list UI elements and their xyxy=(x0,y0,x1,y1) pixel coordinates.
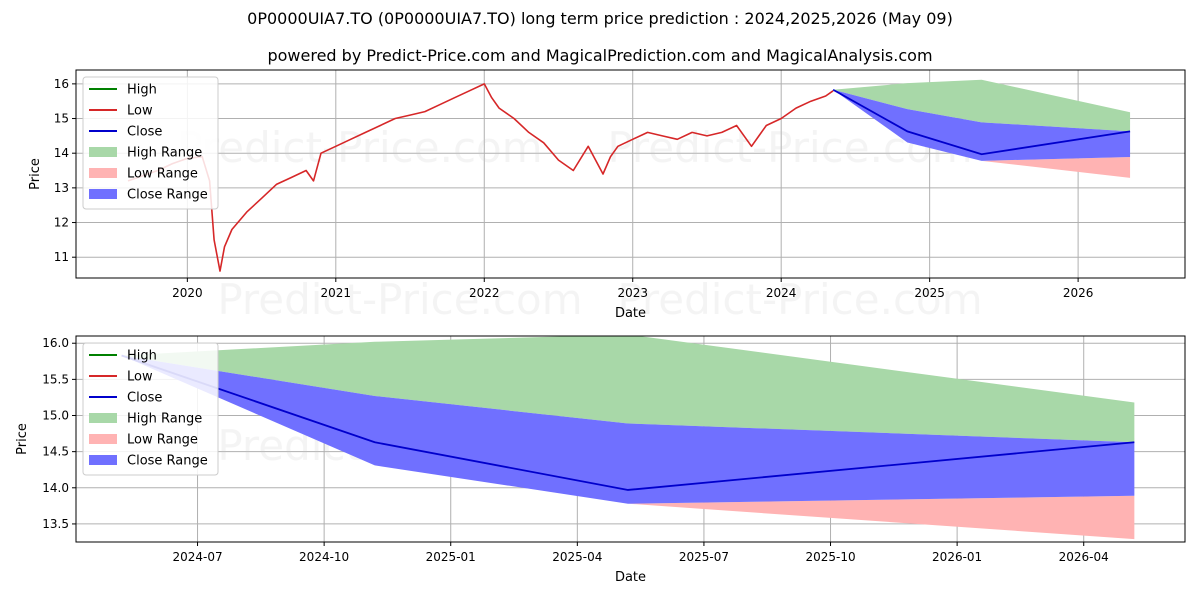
chart1-legend-swatch xyxy=(89,189,117,199)
chart1-y-axis-label: Price xyxy=(28,158,43,190)
chart2-x-tick-label: 2024-10 xyxy=(299,550,349,564)
chart1-legend-label: Low xyxy=(127,104,153,119)
chart2-y-tick-label: 15.0 xyxy=(42,409,69,423)
chart1-y-tick-label: 16 xyxy=(54,77,69,91)
chart2-x-tick-label: 2025-01 xyxy=(426,550,476,564)
chart1-y-tick-label: 12 xyxy=(54,216,69,230)
chart1-y-tick-label: 11 xyxy=(54,250,69,264)
chart2-legend-label: Low xyxy=(127,370,153,385)
watermark-text: Predict-Price.com xyxy=(217,275,582,324)
chart2-low-range-area xyxy=(121,355,1135,540)
chart2-legend-swatch xyxy=(89,455,117,465)
chart1-x-tick-label: 2020 xyxy=(172,286,203,300)
chart1-legend-label: High xyxy=(127,83,157,98)
chart2-legend-label: Close Range xyxy=(127,454,208,469)
chart1-low-price-line xyxy=(127,83,834,272)
chart2-x-axis-label: Date xyxy=(615,570,646,585)
chart1-low-range-area xyxy=(833,89,1131,178)
chart1-x-tick-label: 2022 xyxy=(469,286,500,300)
chart1-y-tick-label: 15 xyxy=(54,112,69,126)
chart1-legend-label: Low Range xyxy=(127,167,198,182)
chart2-legend-label: High xyxy=(127,349,157,364)
chart1-series-group xyxy=(127,79,1131,272)
chart1-close-forecast-line xyxy=(832,88,1131,156)
chart2-close-forecast-line xyxy=(121,354,1135,491)
chart2-legend: High Low Close High Range Low Range Close Ran… xyxy=(82,342,219,476)
watermark-text: Predict-Price.com xyxy=(617,275,982,324)
chart1-x-axis-label: Date xyxy=(615,306,646,321)
chart1-legend-label: High Range xyxy=(127,146,202,161)
chart2-x-tick-label: 2026-01 xyxy=(932,550,982,564)
chart2-x-tick-label: 2025-10 xyxy=(805,550,855,564)
chart2-series-group xyxy=(121,336,1135,540)
chart2-y-tick-label: 14.0 xyxy=(42,481,69,495)
chart2-x-tick-label: 2026-04 xyxy=(1059,550,1109,564)
chart2-y-tick-label: 15.5 xyxy=(42,372,69,386)
chart1-x-tick-label: 2025 xyxy=(914,286,945,300)
chart1-x-tick-label: 2021 xyxy=(321,286,352,300)
chart1-legend-swatch xyxy=(89,168,117,178)
chart2-legend-label: High Range xyxy=(127,412,202,427)
chart1-legend-label: Close xyxy=(127,125,162,140)
chart-title: 0P0000UIA7.TO (0P0000UIA7.TO) long term … xyxy=(247,9,953,28)
chart2-y-tick-label: 14.5 xyxy=(42,445,69,459)
chart1-y-tick-label: 14 xyxy=(54,146,69,160)
watermark-text: Predict-Price.com xyxy=(177,123,542,172)
chart2-x-tick-label: 2024-07 xyxy=(172,550,222,564)
chart1-legend-label: Close Range xyxy=(127,188,208,203)
chart2-y-axis-label: Price xyxy=(15,423,30,455)
chart1-axes-frame xyxy=(75,69,1186,279)
chart1-x-tick-label: 2026 xyxy=(1063,286,1094,300)
chart2-y-tick-label: 13.5 xyxy=(42,517,69,531)
chart1-legend: High Low Close High Range Low Range Close Ran… xyxy=(82,76,219,210)
chart2-x-tick-label: 2025-04 xyxy=(552,550,602,564)
chart1-legend-swatch xyxy=(89,147,117,157)
chart2-x-tick-label: 2025-07 xyxy=(679,550,729,564)
chart2-y-tick-label: 16.0 xyxy=(42,336,69,350)
chart2-legend-swatch xyxy=(89,434,117,444)
chart1-x-tick-label: 2023 xyxy=(617,286,648,300)
chart2-legend-swatch xyxy=(89,413,117,423)
chart2-high-range-area xyxy=(121,336,1135,443)
chart2-axes-frame xyxy=(75,335,1186,543)
chart2-legend-label: Close xyxy=(127,391,162,406)
chart1-high-range-area xyxy=(833,79,1131,132)
chart-subtitle: powered by Predict-Price.com and Magical… xyxy=(267,46,933,65)
chart2-legend-label: Low Range xyxy=(127,433,198,448)
chart1-x-tick-label: 2024 xyxy=(766,286,797,300)
chart1-y-tick-label: 13 xyxy=(54,181,69,195)
